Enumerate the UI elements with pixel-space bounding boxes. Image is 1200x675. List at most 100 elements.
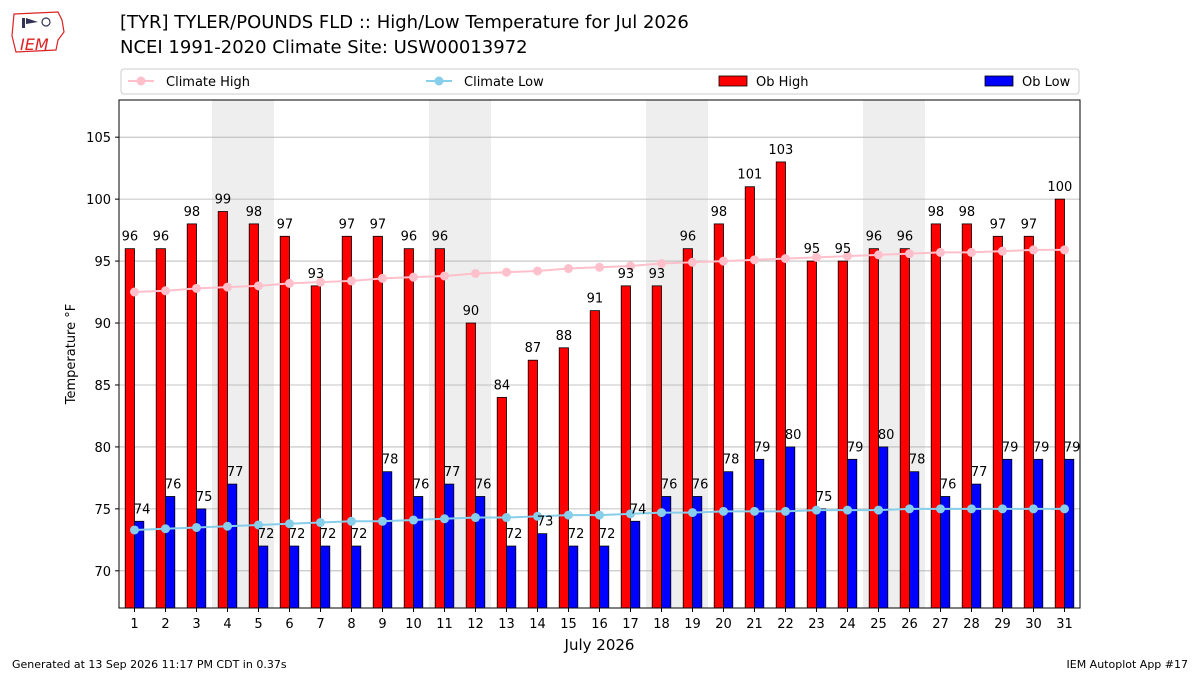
- x-tick-label-16: 16: [591, 617, 608, 632]
- ob-high-bar-6: [279, 235, 290, 609]
- ob-low-bar-26: [909, 471, 920, 609]
- x-tick-label-7: 7: [316, 617, 324, 632]
- ob-high-bar-11: [434, 248, 445, 609]
- ob-high-bar-28: [961, 223, 972, 609]
- climate-low-point-29: [998, 504, 1007, 514]
- x-tick-label-21: 21: [746, 617, 763, 632]
- ob-high-label-29: 97: [990, 217, 1007, 232]
- ob-low-label-7: 72: [320, 527, 337, 542]
- ob-high-label-15: 88: [556, 329, 573, 344]
- x-tick-label-13: 13: [498, 617, 515, 632]
- ob-low-bar-2: [165, 496, 176, 609]
- climate-low-point-21: [750, 506, 759, 516]
- climate-low-point-12: [471, 513, 480, 523]
- x-tick-label-19: 19: [684, 617, 701, 632]
- climate-high-point-28: [967, 247, 976, 257]
- climate-low-point-18: [657, 508, 666, 518]
- ob-high-label-7: 93: [308, 267, 325, 282]
- ob-high-label-12: 90: [463, 304, 480, 319]
- climate-low-point-11: [440, 514, 449, 524]
- x-tick-label-17: 17: [622, 617, 639, 632]
- climate-high-point-17: [626, 261, 635, 271]
- x-axis-label: July 2026: [564, 636, 635, 654]
- climate-low-point-17: [626, 509, 635, 519]
- ob-high-label-6: 97: [277, 217, 294, 232]
- x-tick-label-6: 6: [285, 617, 293, 632]
- ob-low-bar-28: [971, 483, 982, 609]
- climate-high-point-24: [843, 251, 852, 261]
- climate-low-point-28: [967, 504, 976, 514]
- climate-high-point-3: [192, 283, 201, 293]
- legend-ob-low-swatch: [984, 75, 1014, 87]
- ob-high-bar-31: [1054, 198, 1065, 609]
- ob-high-bar-26: [899, 248, 910, 609]
- climate-high-point-2: [161, 286, 170, 296]
- climate-high-point-16: [595, 262, 604, 272]
- ob-low-label-10: 76: [413, 477, 430, 492]
- climate-high-point-8: [347, 276, 356, 286]
- ob-high-label-27: 98: [928, 205, 945, 220]
- ob-high-bar-5: [248, 223, 259, 609]
- climate-low-point-9: [378, 516, 387, 526]
- ob-high-label-4: 99: [215, 193, 232, 208]
- ob-low-label-31: 79: [1064, 440, 1081, 455]
- x-tick-label-10: 10: [405, 617, 422, 632]
- ob-low-bar-17: [630, 520, 641, 609]
- ob-high-label-11: 96: [432, 230, 449, 245]
- legend-climate-high-label: Climate High: [166, 75, 250, 90]
- ob-high-label-31: 100: [1047, 180, 1072, 195]
- ob-high-label-22: 103: [768, 143, 793, 158]
- y-tick-label-75: 75: [94, 503, 111, 518]
- ob-low-bar-5: [258, 545, 269, 609]
- ob-low-label-24: 79: [847, 440, 864, 455]
- climate-low-point-27: [936, 504, 945, 514]
- x-tick-label-30: 30: [1025, 617, 1042, 632]
- climate-low-point-31: [1060, 504, 1069, 514]
- ob-low-label-19: 76: [692, 477, 709, 492]
- ob-low-label-28: 77: [971, 465, 988, 480]
- ob-high-bar-29: [992, 235, 1003, 609]
- climate-high-point-25: [874, 250, 883, 260]
- climate-high-point-6: [285, 278, 294, 288]
- ob-low-bar-20: [723, 471, 734, 609]
- climate-low-point-22: [781, 506, 790, 516]
- ob-high-bar-13: [496, 396, 507, 609]
- ob-high-bar-1: [124, 248, 135, 609]
- logo-text: IEM: [20, 35, 49, 54]
- ob-low-bar-6: [289, 545, 300, 609]
- ob-high-label-1: 96: [122, 230, 139, 245]
- climate-low-point-10: [409, 515, 418, 525]
- ob-high-label-21: 101: [737, 168, 762, 183]
- ob-low-bar-14: [537, 533, 548, 609]
- ob-low-bar-1: [134, 520, 145, 609]
- climate-high-point-10: [409, 272, 418, 282]
- ob-high-bar-3: [186, 223, 197, 609]
- x-tick-label-23: 23: [808, 617, 825, 632]
- ob-low-label-16: 72: [599, 527, 616, 542]
- ob-low-bar-24: [847, 458, 858, 609]
- ob-low-label-9: 78: [382, 453, 399, 468]
- x-tick-label-24: 24: [839, 617, 856, 632]
- ob-high-bar-30: [1023, 235, 1034, 609]
- y-tick-label-90: 90: [94, 317, 111, 332]
- climate-low-point-3: [192, 522, 201, 532]
- ob-low-label-15: 72: [568, 527, 585, 542]
- ob-high-label-16: 91: [587, 292, 604, 307]
- ob-low-label-22: 80: [785, 428, 802, 443]
- y-tick-label-85: 85: [94, 379, 111, 394]
- x-tick-label-28: 28: [963, 617, 980, 632]
- ob-high-label-24: 95: [835, 242, 852, 257]
- climate-high-point-19: [688, 257, 697, 267]
- ob-high-bar-4: [217, 211, 228, 609]
- climate-high-point-26: [905, 249, 914, 259]
- ob-high-label-26: 96: [897, 230, 914, 245]
- x-tick-label-3: 3: [192, 617, 200, 632]
- climate-low-point-30: [1029, 504, 1038, 514]
- climate-high-point-9: [378, 273, 387, 283]
- ob-low-bar-16: [599, 545, 610, 609]
- climate-high-point-1: [130, 287, 139, 297]
- ob-high-label-19: 96: [680, 230, 697, 245]
- legend-box: [120, 68, 1080, 95]
- legend-climate-high-marker: [136, 76, 146, 86]
